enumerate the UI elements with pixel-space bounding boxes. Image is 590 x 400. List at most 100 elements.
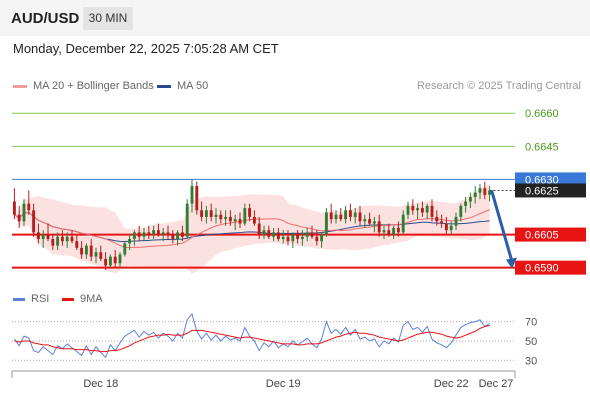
candle-body (137, 232, 141, 237)
candle-body (401, 214, 405, 233)
candle-body (65, 236, 69, 242)
candle (334, 210, 338, 224)
candle-body (344, 210, 348, 220)
candle (358, 205, 362, 226)
candle-body (291, 234, 295, 242)
candle (180, 225, 184, 242)
candle (118, 252, 122, 268)
candle-body (348, 210, 352, 217)
timeframe-button[interactable]: 30 MIN (83, 7, 133, 30)
candle-body (70, 236, 74, 242)
candle (363, 214, 367, 228)
candle-body (248, 208, 252, 217)
level-label-0.6660: 0.6660 (525, 108, 559, 120)
candle-body (238, 219, 242, 224)
level-label-0.6645: 0.6645 (525, 141, 559, 153)
candle-body (363, 219, 367, 222)
bollinger-band (14, 184, 490, 274)
candle (176, 230, 180, 246)
candle-body (468, 197, 472, 202)
candle (219, 210, 223, 224)
candle-body (300, 236, 304, 239)
candle (41, 230, 45, 248)
candle-body (252, 216, 256, 224)
candle (99, 245, 103, 262)
candle-body (377, 221, 381, 233)
candle-body (27, 203, 31, 211)
candle-body (75, 241, 79, 248)
candle (243, 203, 247, 226)
candle (238, 212, 242, 228)
candle-body (315, 236, 319, 242)
candle (353, 208, 357, 224)
candle (272, 227, 276, 242)
candle-body (108, 256, 112, 266)
rsi-level-label-50: 50 (525, 336, 537, 348)
candle (281, 230, 285, 244)
candle-body (176, 232, 180, 239)
x-tick-label: Dec 18 (83, 378, 118, 390)
candle-body (41, 234, 45, 239)
candle-body (166, 232, 170, 235)
candle (123, 241, 127, 257)
candle (416, 203, 420, 220)
candle-body (219, 214, 223, 220)
candle-body (80, 247, 84, 255)
candle (444, 216, 448, 235)
candle (324, 208, 328, 237)
rsi-level-label-70: 70 (525, 317, 537, 329)
candle-body (310, 232, 314, 237)
candle-body (200, 210, 204, 217)
candle (430, 199, 434, 222)
candle-body (329, 212, 333, 220)
ma9-swatch-icon (62, 297, 74, 301)
candle (296, 230, 300, 244)
candle (166, 225, 170, 239)
candle-body (17, 214, 21, 222)
candle-body (324, 212, 328, 235)
legend-ma20-label: MA 20 + Bollinger Bands (33, 80, 154, 92)
candle (147, 225, 151, 239)
candle-body (118, 254, 122, 264)
candle (171, 230, 175, 244)
candle-body (147, 232, 151, 235)
candle (348, 203, 352, 222)
candle-body (425, 205, 429, 213)
candle (420, 201, 424, 217)
candle (132, 230, 136, 246)
candle (152, 225, 156, 239)
candle (200, 201, 204, 222)
credit-label: Research © 2025 Trading Central (416, 80, 581, 92)
datetime-label: Monday, December 22, 2025 7:05:28 AM CET (13, 41, 279, 56)
candle (468, 192, 472, 209)
candle (440, 214, 444, 228)
ma20-swatch-icon (13, 84, 27, 88)
candle-body (420, 208, 424, 213)
candle-body (22, 203, 26, 222)
candle (396, 221, 400, 237)
candle-body (396, 227, 400, 233)
candle-body (113, 256, 117, 264)
candle-body (224, 216, 228, 220)
candle (305, 227, 309, 242)
candle (344, 205, 348, 224)
forecast-arrow-line (490, 190, 514, 263)
legend-ma50: MA 50 (157, 80, 208, 92)
legend-rsi: RSI (13, 293, 49, 305)
candle-body (478, 188, 482, 193)
candle (156, 223, 160, 237)
candle (204, 205, 208, 224)
candle (113, 250, 117, 268)
candle (233, 214, 237, 231)
candle-body (488, 190, 492, 195)
candle (46, 223, 50, 242)
candle (425, 203, 429, 220)
candle-body (358, 212, 362, 222)
candle (377, 214, 381, 237)
candle-body (104, 258, 108, 266)
candle-body (132, 232, 136, 239)
candle-body (473, 192, 477, 198)
candle (17, 205, 21, 228)
candle (286, 230, 290, 246)
